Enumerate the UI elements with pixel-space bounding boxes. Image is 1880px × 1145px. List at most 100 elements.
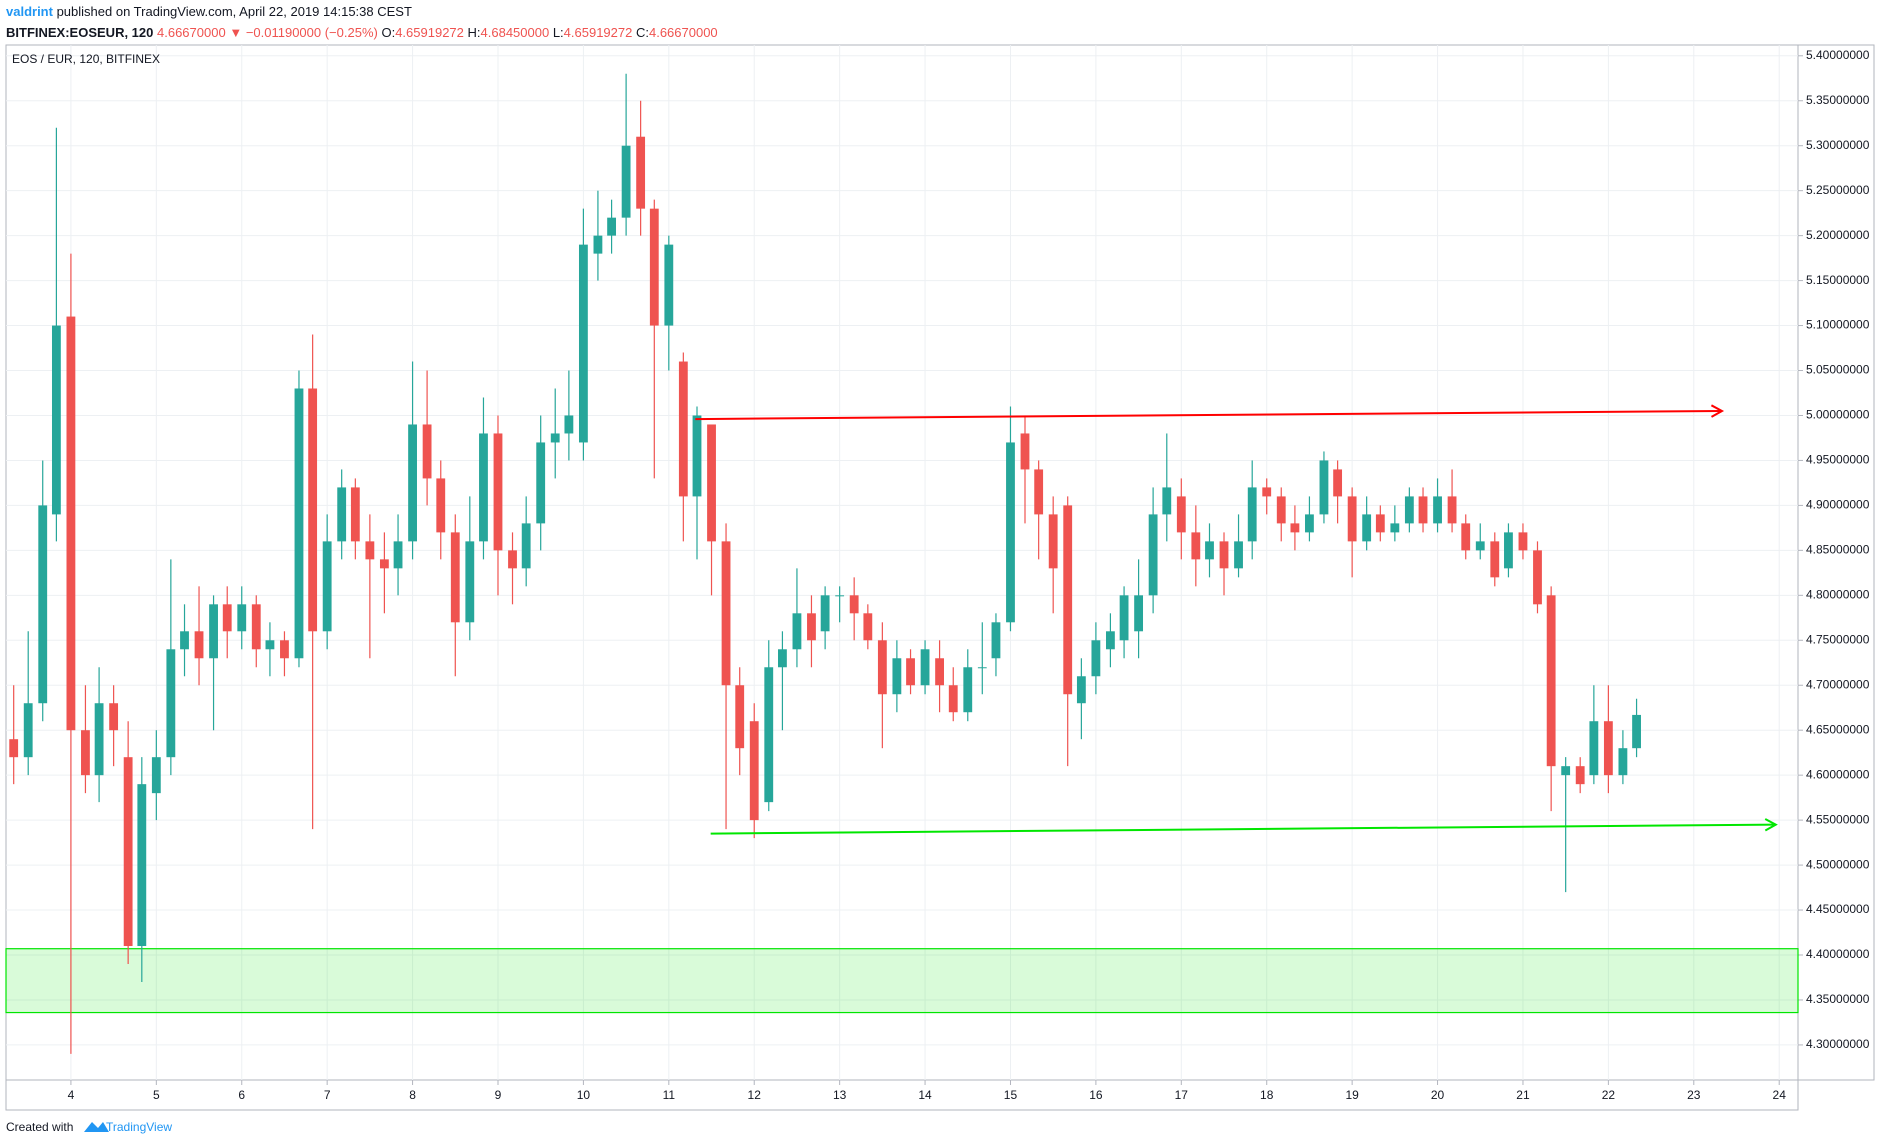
candle-body <box>180 631 189 650</box>
candle-body <box>1475 541 1485 551</box>
candle-body <box>835 595 845 597</box>
candle-body <box>564 415 574 434</box>
candle-body <box>265 640 275 650</box>
candle-body <box>1034 469 1044 515</box>
candle-body <box>109 703 119 731</box>
candle-body <box>166 649 176 758</box>
x-tick-label: 14 <box>918 1088 932 1102</box>
candle-body <box>1561 766 1571 776</box>
x-tick-label: 12 <box>748 1088 762 1102</box>
y-tick-label: 4.75000000 <box>1806 632 1870 646</box>
y-tick-label: 4.65000000 <box>1806 722 1870 736</box>
candle-body <box>991 622 1001 659</box>
high-value: 4.68450000 <box>481 25 550 40</box>
candle-body <box>151 757 161 794</box>
x-tick-label: 18 <box>1260 1088 1274 1102</box>
candle-body <box>1546 595 1556 767</box>
candle-body <box>379 559 389 569</box>
candle-body <box>337 487 347 542</box>
candle-body <box>1020 433 1030 470</box>
x-tick-label: 21 <box>1516 1088 1530 1102</box>
candle-body <box>521 523 531 569</box>
candle-body <box>807 613 816 641</box>
candle-body <box>621 145 631 218</box>
candle-body <box>877 640 887 695</box>
candle-body <box>1333 469 1343 497</box>
author[interactable]: valdrint <box>6 4 54 19</box>
arrow-head <box>1764 818 1778 832</box>
candle-body <box>1447 496 1457 524</box>
candle-body <box>1461 523 1471 551</box>
candle-body <box>66 316 76 731</box>
candle-body <box>948 685 958 713</box>
high-label: H: <box>468 25 481 40</box>
y-tick-label: 4.30000000 <box>1806 1037 1870 1051</box>
candle-body <box>820 595 830 632</box>
candle-body <box>920 649 930 686</box>
candle-body <box>935 658 944 686</box>
y-tick-label: 5.15000000 <box>1806 273 1870 287</box>
x-tick-label: 6 <box>238 1088 245 1102</box>
low-value: 4.65919272 <box>564 25 633 40</box>
candle-body <box>1319 460 1329 515</box>
y-tick-label: 5.05000000 <box>1806 363 1870 377</box>
candle-body <box>963 667 973 713</box>
footer-brand[interactable]: TradingView <box>106 1120 172 1134</box>
candle-body <box>308 388 318 632</box>
candle-body <box>194 631 204 659</box>
candle-body <box>1247 487 1257 542</box>
candle-body <box>1234 541 1243 569</box>
open-value: 4.65919272 <box>395 25 464 40</box>
candle-body <box>1589 721 1599 776</box>
candle-body <box>678 361 688 497</box>
y-tick-label: 5.10000000 <box>1806 318 1870 332</box>
candle-body <box>38 505 48 704</box>
candle-body <box>721 541 731 686</box>
candle-body <box>1076 676 1086 704</box>
x-tick-label: 5 <box>153 1088 160 1102</box>
candle-body <box>280 640 289 659</box>
open-label: O: <box>381 25 395 40</box>
x-tick-label: 15 <box>1004 1088 1018 1102</box>
candle-body <box>1390 523 1400 533</box>
candle-body <box>707 424 716 542</box>
candle-body <box>322 541 332 632</box>
candle-body <box>1518 532 1528 551</box>
candle-body <box>350 487 360 542</box>
candle-body <box>251 604 261 650</box>
candle-body <box>1105 631 1115 650</box>
candle-body <box>508 550 517 569</box>
y-tick-label: 5.40000000 <box>1806 48 1870 62</box>
close-value: 4.66670000 <box>649 25 718 40</box>
candle-body <box>365 541 375 560</box>
candle-body <box>1575 766 1585 785</box>
candle-body <box>1404 496 1414 524</box>
candle-body <box>1347 496 1357 542</box>
candle-body <box>1191 532 1201 560</box>
candle-body <box>237 604 247 632</box>
publish-line: valdrint published on TradingView.com, A… <box>6 4 412 19</box>
y-tick-label: 4.40000000 <box>1806 947 1870 961</box>
candle-body <box>1006 442 1015 623</box>
plot-frame <box>5 44 1799 1081</box>
symbol: BITFINEX:EOSEUR, 120 <box>6 25 153 40</box>
candle-body <box>1375 514 1385 533</box>
x-tick-label: 11 <box>663 1088 676 1102</box>
y-tick-label: 4.70000000 <box>1806 677 1870 691</box>
x-tick-label: 20 <box>1431 1088 1445 1102</box>
candle-body <box>778 649 787 668</box>
last-price: 4.66670000 <box>157 25 226 40</box>
candle-body <box>209 604 218 659</box>
x-tick-label: 19 <box>1345 1088 1359 1102</box>
y-tick-label: 4.95000000 <box>1806 453 1870 467</box>
change: −0.01190000 (−0.25%) <box>246 25 378 40</box>
x-tick-label: 10 <box>577 1088 591 1102</box>
x-tick-label: 4 <box>68 1088 75 1102</box>
x-tick-label: 22 <box>1602 1088 1616 1102</box>
candle-body <box>1176 496 1186 533</box>
arrow: ▼ <box>229 25 242 40</box>
candle-body <box>222 604 232 632</box>
y-tick-label: 5.00000000 <box>1806 408 1870 422</box>
candle-body <box>493 433 503 551</box>
y-tick-label: 5.35000000 <box>1806 93 1870 107</box>
